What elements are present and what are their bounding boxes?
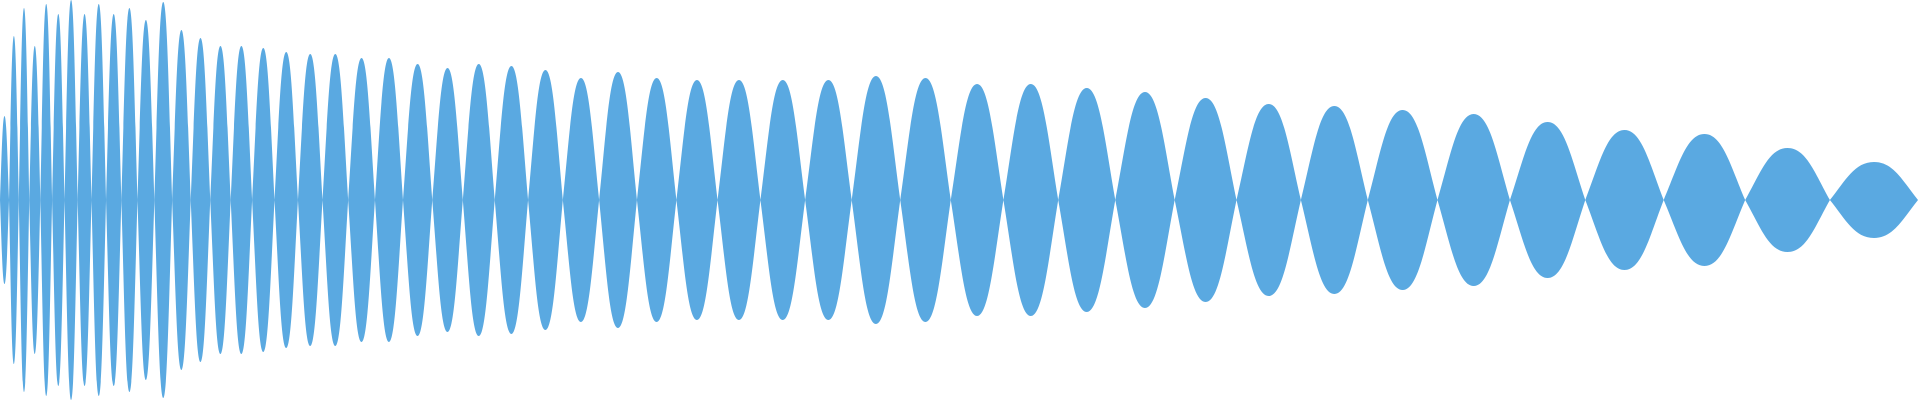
waveform-lobe <box>230 46 253 354</box>
waveform-lobe <box>210 46 231 354</box>
waveform-lobe <box>1115 92 1175 308</box>
waveform-lobe <box>462 64 495 336</box>
waveform-lobe <box>1003 84 1059 316</box>
waveform-lobe <box>1829 162 1918 238</box>
waveform-lobe <box>1745 148 1830 252</box>
waveform-lobe <box>77 14 92 386</box>
waveform-lobe <box>154 2 173 398</box>
waveform-lobe <box>40 4 53 396</box>
waveform-lobe <box>91 4 107 396</box>
waveform-lobe <box>717 80 761 320</box>
waveform-lobe <box>676 80 718 320</box>
waveform-lobe <box>402 64 433 336</box>
waveform-lobe <box>1367 110 1438 290</box>
waveform-lobe <box>64 0 78 400</box>
waveform-lobe <box>562 78 600 322</box>
waveform-lobe <box>1236 104 1301 296</box>
waveform-lobe <box>190 38 211 362</box>
waveform-lobe <box>0 116 10 284</box>
waveform-lobe <box>1174 98 1237 302</box>
waveform-lobe <box>805 80 852 320</box>
waveform-lobe <box>121 8 138 392</box>
waveform-lobe <box>494 66 529 334</box>
waveform-lobe <box>1585 130 1664 270</box>
waveform-lobe <box>348 58 375 342</box>
waveform-lobe <box>29 46 41 354</box>
waveform-lobe <box>52 14 65 386</box>
waveform-lobe <box>274 52 298 348</box>
waveform-lobe <box>851 76 901 324</box>
waveform-lobe <box>374 58 403 342</box>
waveform-lobe <box>1509 122 1586 278</box>
waveform-lobe <box>950 84 1004 316</box>
waveform-lobe <box>599 72 637 328</box>
waveform-lobe <box>636 78 677 322</box>
waveform-lobe <box>1663 134 1746 266</box>
waveform-lobe <box>18 8 30 392</box>
waveform-lobe <box>106 14 122 386</box>
waveform-lobe <box>297 54 323 346</box>
waveform-lobe <box>137 20 155 380</box>
waveform-lobe <box>900 78 951 322</box>
waveform-lobe <box>322 54 349 346</box>
waveform-lobe <box>1300 106 1368 294</box>
waveform-lobe <box>528 70 563 330</box>
waveform-lobe <box>760 80 806 320</box>
waveform-lobe <box>1058 88 1116 312</box>
waveform-lobe <box>9 36 19 364</box>
waveform-lobe <box>172 30 191 370</box>
waveform-lobe <box>432 68 463 332</box>
waveform-lobe <box>1437 114 1510 286</box>
waveform-lobe <box>252 48 275 352</box>
